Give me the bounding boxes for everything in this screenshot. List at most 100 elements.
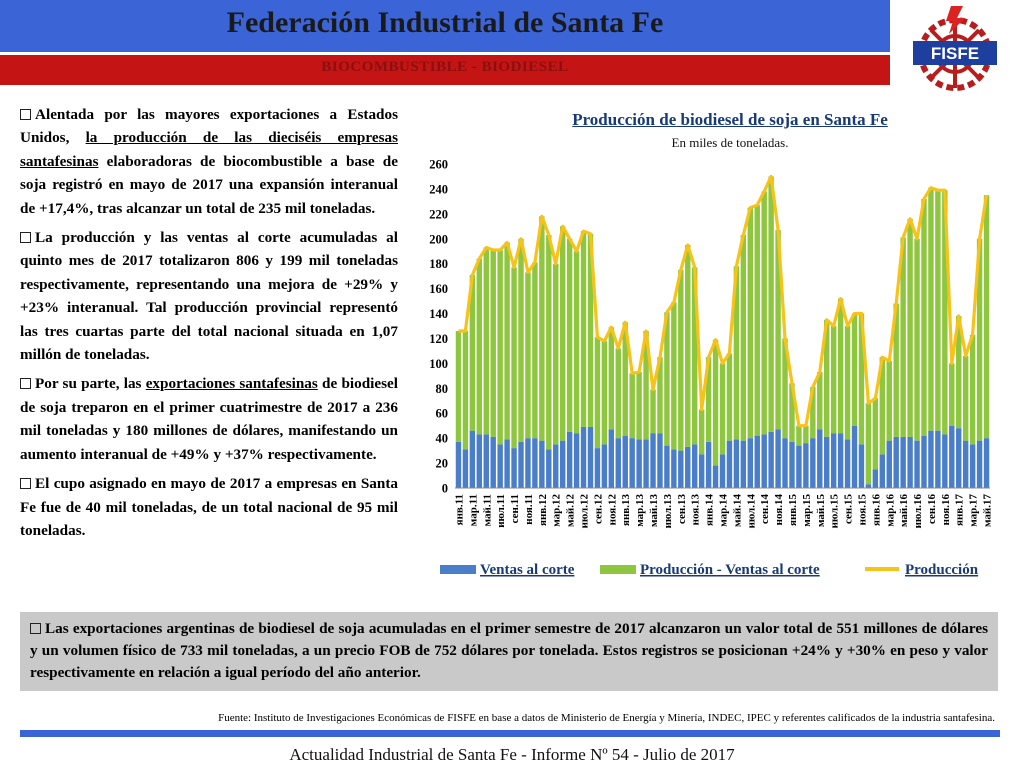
bar-ventas <box>796 445 802 488</box>
x-tick-label: июл.12 <box>579 494 591 529</box>
bar-ventas <box>879 454 886 488</box>
bar-ventas <box>928 430 934 488</box>
paragraph-1: Alentada por las mayores exportaciones a… <box>20 106 398 217</box>
bar-produccion-menos-ventas <box>698 409 705 455</box>
bar-produccion-menos-ventas <box>872 398 879 470</box>
bar-produccion-menos-ventas <box>691 267 698 445</box>
bar-ventas <box>893 436 899 488</box>
x-tick-label: мар.12 <box>551 494 563 527</box>
bar-ventas <box>851 425 858 488</box>
bar-produccion-menos-ventas <box>900 237 906 437</box>
x-tick-label: сен.14 <box>759 494 771 524</box>
bar-ventas <box>907 436 913 488</box>
bar-ventas <box>949 425 955 488</box>
bar-ventas <box>580 426 587 488</box>
bar-produccion-menos-ventas <box>858 313 865 445</box>
x-tick-label: ноя.11 <box>523 494 535 525</box>
bar-ventas <box>490 436 496 488</box>
legend-label: Ventas al corte <box>480 562 575 578</box>
bar-ventas <box>747 438 754 488</box>
paragraph-3: Por su parte, las exportaciones santafes… <box>20 375 398 463</box>
bar-ventas <box>942 434 948 488</box>
bar-produccion-menos-ventas <box>761 191 767 435</box>
bar-ventas <box>976 440 983 488</box>
bar-produccion-menos-ventas <box>851 313 858 426</box>
subtitle-banner <box>0 55 890 85</box>
legend-swatch <box>440 565 476 574</box>
bar-ventas <box>983 438 990 488</box>
bar-ventas <box>532 438 538 488</box>
bar-ventas <box>962 440 969 488</box>
y-tick-label: 240 <box>429 182 448 196</box>
bar-produccion-menos-ventas <box>525 272 531 439</box>
summary-text: Las exportaciones argentinas de biodiese… <box>30 620 988 681</box>
bar-ventas <box>566 431 573 488</box>
bar-ventas <box>504 439 510 488</box>
bar-ventas <box>935 430 941 488</box>
bar-ventas <box>608 429 615 488</box>
bar-ventas <box>685 446 691 488</box>
x-tick-label: мар.16 <box>884 494 896 527</box>
fisfe-logo: FISFE <box>913 6 997 91</box>
x-tick-label: янв.16 <box>870 494 882 526</box>
bar-ventas <box>678 450 684 488</box>
bar-produccion-menos-ventas <box>553 263 559 445</box>
bar-produccion-menos-ventas <box>886 360 892 441</box>
bar-produccion-menos-ventas <box>664 312 670 446</box>
bar-ventas <box>462 449 469 488</box>
x-tick-label: янв.13 <box>620 494 632 526</box>
y-tick-label: 20 <box>436 457 449 471</box>
bar-produccion-menos-ventas <box>587 233 594 427</box>
x-tick-label: ноя.14 <box>773 494 785 526</box>
bar-ventas <box>969 444 976 488</box>
bar-ventas <box>553 444 559 488</box>
bar-produccion-menos-ventas <box>928 187 934 431</box>
x-tick-label: июл.11 <box>495 494 507 528</box>
bar-ventas <box>900 436 906 488</box>
bar-ventas <box>657 433 663 488</box>
x-tick-label: янв.15 <box>787 494 799 526</box>
y-tick-label: 160 <box>429 282 448 296</box>
x-tick-label: май.17 <box>982 494 994 528</box>
bar-produccion-menos-ventas <box>469 274 476 431</box>
bar-produccion-menos-ventas <box>657 357 663 434</box>
bar-produccion-menos-ventas <box>983 195 990 439</box>
paragraph-2: La producción y las ventas al corte acum… <box>20 229 398 364</box>
bar-ventas <box>837 433 844 488</box>
checkbox-bullet-icon <box>20 232 31 244</box>
bar-produccion-menos-ventas <box>837 298 844 434</box>
bar-produccion-menos-ventas <box>594 337 601 449</box>
checkbox-bullet-icon <box>30 623 41 634</box>
bar-ventas <box>768 431 774 488</box>
bar-produccion-menos-ventas <box>879 357 886 455</box>
bar-ventas <box>643 439 649 488</box>
x-tick-label: июл.16 <box>912 494 924 529</box>
bar-produccion-menos-ventas <box>962 355 969 441</box>
bar-produccion-menos-ventas <box>497 249 503 445</box>
bar-produccion-menos-ventas <box>546 235 552 450</box>
bar-produccion-menos-ventas <box>796 425 802 446</box>
x-tick-label: мар.14 <box>718 494 730 527</box>
bar-ventas <box>483 434 489 488</box>
bar-ventas <box>858 444 865 488</box>
bar-produccion-menos-ventas <box>573 251 580 434</box>
source-note: Fuente: Instituto de Investigaciones Eco… <box>218 712 995 724</box>
bar-produccion-menos-ventas <box>824 319 830 437</box>
bar-produccion-menos-ventas <box>608 327 615 430</box>
bar-produccion-menos-ventas <box>712 339 719 466</box>
x-tick-label: сен.16 <box>926 494 938 524</box>
bar-ventas <box>844 439 851 488</box>
y-tick-label: 200 <box>429 232 448 246</box>
legend-label: Producción <box>905 562 979 578</box>
bar-ventas <box>956 428 962 488</box>
bar-produccion-menos-ventas <box>733 266 740 440</box>
bar-ventas <box>469 430 476 488</box>
bar-produccion-menos-ventas <box>539 216 545 441</box>
bar-produccion-menos-ventas <box>601 340 608 445</box>
y-tick-label: 80 <box>436 382 449 396</box>
x-tick-label: мар.13 <box>634 494 646 527</box>
bar-ventas <box>636 439 642 488</box>
bar-ventas <box>573 433 580 488</box>
x-tick-label: янв.14 <box>704 494 716 526</box>
bar-produccion-menos-ventas <box>817 372 823 430</box>
